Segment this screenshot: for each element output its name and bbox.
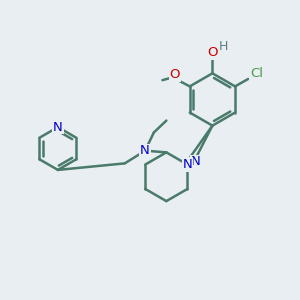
Text: N: N [183,158,192,171]
Text: O: O [207,46,218,59]
Text: N: N [53,121,63,134]
Text: Cl: Cl [250,68,263,80]
Text: N: N [140,144,150,158]
Text: H: H [219,40,228,53]
Text: N: N [191,155,201,168]
Text: O: O [170,68,180,81]
